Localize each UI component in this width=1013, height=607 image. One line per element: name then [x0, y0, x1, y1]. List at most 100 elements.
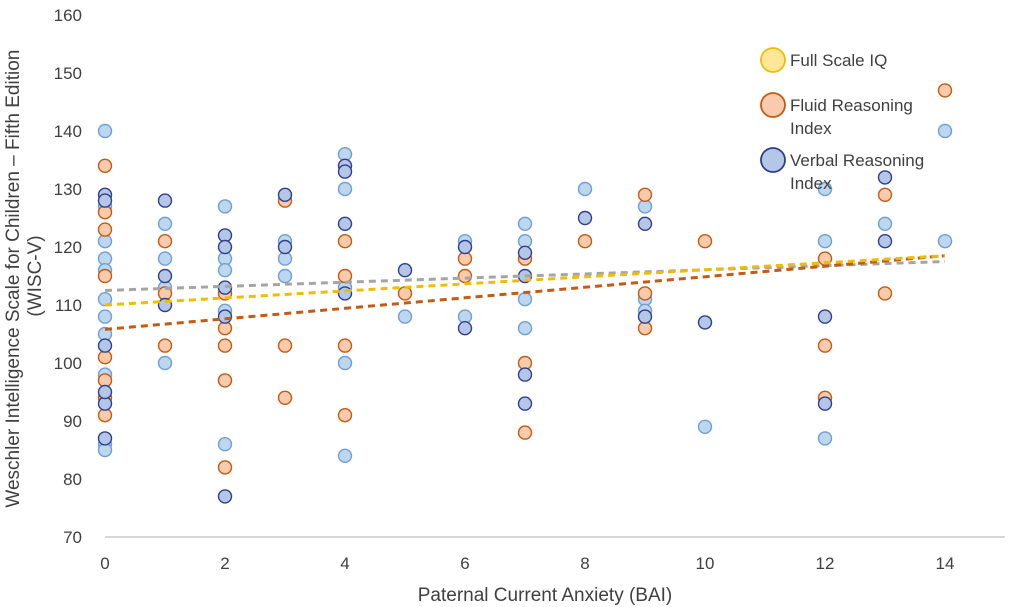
- data-point-fluid-reasoning-index: [277, 338, 293, 353]
- data-point-verbal-reasoning-index: [517, 367, 533, 382]
- data-point-full-scale-iq: [337, 181, 353, 197]
- data-point-fluid-reasoning-index: [577, 233, 593, 249]
- data-point-verbal-reasoning-index: [217, 239, 233, 255]
- y-tick-label: 110: [55, 296, 82, 315]
- data-point-fluid-reasoning-index: [217, 338, 233, 353]
- data-point-verbal-reasoning-index: [877, 170, 893, 185]
- x-tick-label: 6: [460, 554, 469, 573]
- legend-label: Verbal Reasoning: [790, 151, 924, 170]
- data-point-verbal-reasoning-index: [97, 338, 113, 353]
- data-point-fluid-reasoning-index: [157, 338, 173, 353]
- data-point-full-scale-iq: [217, 263, 233, 278]
- y-tick-label: 90: [63, 412, 82, 431]
- trendline-fluid-reasoning-index: [104, 254, 946, 331]
- data-point-fluid-reasoning-index: [97, 222, 113, 237]
- data-point-fluid-reasoning-index: [337, 268, 353, 284]
- trendlines: [104, 254, 946, 331]
- data-point-verbal-reasoning-index: [457, 239, 473, 255]
- data-point-verbal-reasoning-index: [697, 315, 713, 330]
- y-axis-label-line-1: Weschler Intelligence Scale for Children…: [3, 50, 24, 508]
- x-axis-ticks: 0 2 4 6 8 10 12 14: [100, 554, 954, 573]
- x-tick-label: 4: [340, 554, 349, 573]
- data-point-fluid-reasoning-index: [817, 338, 833, 353]
- x-tick-label: 8: [580, 554, 589, 573]
- data-point-fluid-reasoning-index: [637, 286, 653, 301]
- data-point-full-scale-iq: [517, 292, 533, 307]
- data-point-full-scale-iq: [217, 437, 233, 452]
- y-tick-label: 150: [54, 64, 82, 83]
- data-point-verbal-reasoning-index: [277, 239, 293, 255]
- data-point-full-scale-iq: [157, 251, 173, 266]
- data-point-full-scale-iq: [817, 233, 833, 249]
- legend-marker-fluid-reasoning-index: [760, 92, 786, 118]
- data-point-full-scale-iq: [877, 216, 893, 232]
- data-point-full-scale-iq: [697, 419, 713, 434]
- legend-label: Index: [790, 174, 832, 193]
- data-points: [97, 83, 953, 504]
- data-point-verbal-reasoning-index: [337, 216, 353, 232]
- data-point-verbal-reasoning-index: [337, 164, 353, 179]
- data-point-fluid-reasoning-index: [157, 233, 173, 249]
- y-axis-label-line-2: (WISC-V): [25, 235, 46, 316]
- data-point-verbal-reasoning-index: [217, 489, 233, 504]
- data-point-full-scale-iq: [517, 216, 533, 232]
- data-point-verbal-reasoning-index: [97, 193, 113, 208]
- data-point-full-scale-iq: [397, 309, 413, 324]
- data-point-fluid-reasoning-index: [217, 460, 233, 475]
- data-point-full-scale-iq: [577, 181, 593, 197]
- data-point-verbal-reasoning-index: [817, 396, 833, 411]
- data-point-full-scale-iq: [937, 123, 953, 139]
- data-point-fluid-reasoning-index: [637, 187, 653, 203]
- data-point-verbal-reasoning-index: [517, 245, 533, 261]
- data-point-verbal-reasoning-index: [817, 309, 833, 324]
- data-point-verbal-reasoning-index: [457, 321, 473, 336]
- data-point-full-scale-iq: [157, 355, 173, 371]
- data-point-full-scale-iq: [817, 181, 833, 197]
- data-point-fluid-reasoning-index: [877, 187, 893, 203]
- y-tick-label: 160: [54, 6, 82, 25]
- legend-label: Full Scale IQ: [790, 51, 887, 70]
- data-point-full-scale-iq: [97, 123, 113, 139]
- data-point-fluid-reasoning-index: [217, 373, 233, 388]
- legend-marker-verbal-reasoning-index: [760, 147, 786, 173]
- data-point-verbal-reasoning-index: [97, 431, 113, 446]
- data-point-verbal-reasoning-index: [157, 268, 173, 284]
- trendline-full-scale-iq: [104, 254, 946, 307]
- x-tick-label: 14: [936, 554, 955, 573]
- data-point-verbal-reasoning-index: [517, 396, 533, 411]
- data-point-full-scale-iq: [217, 199, 233, 214]
- trendline-verbal-reasoning-index: [104, 260, 946, 292]
- data-point-full-scale-iq: [337, 448, 353, 463]
- y-tick-label: 100: [54, 354, 82, 373]
- data-point-fluid-reasoning-index: [877, 286, 893, 301]
- data-point-verbal-reasoning-index: [397, 263, 413, 278]
- data-point-full-scale-iq: [97, 309, 113, 324]
- data-point-fluid-reasoning-index: [337, 408, 353, 423]
- legend-marker-full-scale-iq: [760, 47, 786, 73]
- y-tick-label: 130: [54, 180, 82, 199]
- data-point-verbal-reasoning-index: [217, 309, 233, 324]
- data-point-fluid-reasoning-index: [97, 158, 113, 174]
- data-point-full-scale-iq: [277, 268, 293, 284]
- data-point-full-scale-iq: [157, 216, 173, 232]
- data-point-fluid-reasoning-index: [277, 390, 293, 405]
- x-axis-label: Paternal Current Anxiety (BAI): [418, 585, 673, 606]
- data-point-fluid-reasoning-index: [517, 425, 533, 440]
- data-point-verbal-reasoning-index: [337, 286, 353, 301]
- data-point-verbal-reasoning-index: [277, 187, 293, 203]
- legend: Full Scale IQ Fluid Reasoning Index Verbal …: [760, 47, 924, 193]
- y-tick-label: 80: [63, 470, 82, 489]
- data-point-full-scale-iq: [937, 233, 953, 249]
- y-tick-label: 120: [54, 238, 82, 257]
- data-point-fluid-reasoning-index: [337, 233, 353, 249]
- data-point-full-scale-iq: [517, 321, 533, 336]
- data-point-fluid-reasoning-index: [97, 268, 113, 284]
- legend-label: Index: [790, 119, 832, 138]
- data-point-verbal-reasoning-index: [877, 233, 893, 249]
- data-point-verbal-reasoning-index: [637, 309, 653, 324]
- x-tick-label: 2: [220, 554, 229, 573]
- data-point-fluid-reasoning-index: [937, 83, 953, 98]
- x-tick-label: 10: [696, 554, 715, 573]
- data-point-full-scale-iq: [817, 431, 833, 446]
